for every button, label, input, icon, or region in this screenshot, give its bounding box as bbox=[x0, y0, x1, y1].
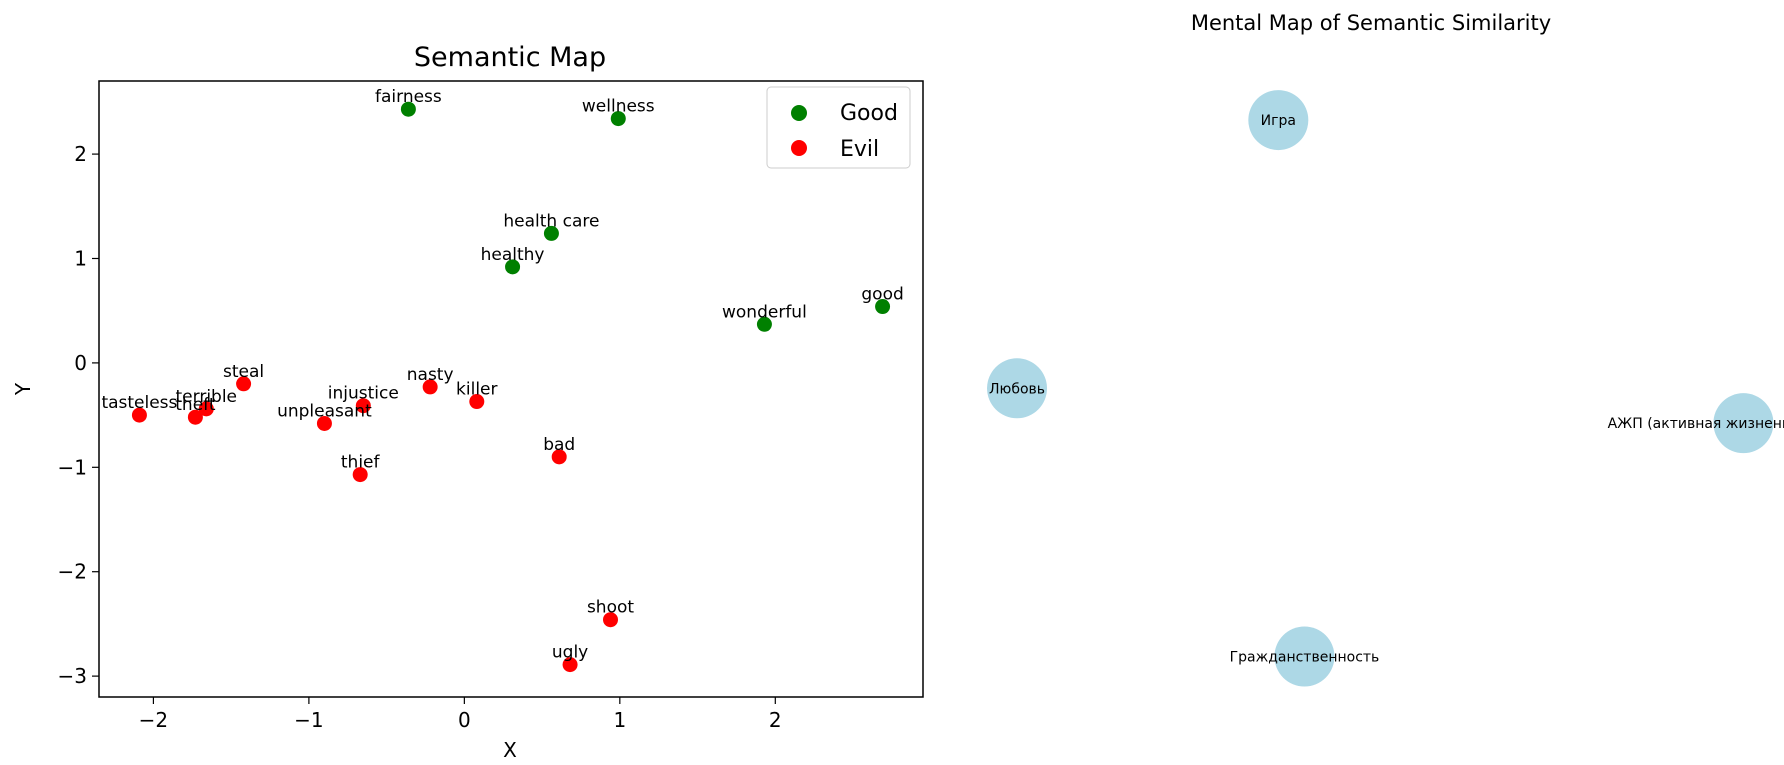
point-label: shoot bbox=[587, 598, 634, 618]
x-tick-label: 2 bbox=[769, 708, 782, 732]
legend: Good Evil bbox=[766, 86, 911, 169]
point-label: theft bbox=[175, 395, 216, 415]
chart-title: Semantic Map bbox=[414, 42, 606, 73]
point-terrible bbox=[198, 401, 214, 417]
network-node: АЖП (активная жизненная позиция) bbox=[1608, 393, 1784, 454]
point-label: healthy bbox=[481, 245, 545, 265]
x-tick-label: −2 bbox=[139, 708, 168, 732]
point-label: unpleasant bbox=[277, 401, 372, 421]
y-axis-label: Y bbox=[11, 382, 35, 396]
x-tick-label: 0 bbox=[458, 708, 471, 732]
point-shoot bbox=[603, 612, 619, 628]
x-tick-label: 1 bbox=[613, 708, 626, 732]
point-label: nasty bbox=[407, 365, 454, 385]
point-injustice bbox=[355, 398, 371, 414]
node-label: Любовь bbox=[989, 381, 1045, 397]
node-circle bbox=[1713, 393, 1774, 454]
point-label: tasteless bbox=[101, 393, 177, 413]
point-ugly bbox=[562, 657, 578, 673]
legend-label-good: Good bbox=[840, 101, 898, 126]
node-label: Игра bbox=[1261, 113, 1296, 129]
point-bad bbox=[551, 449, 567, 465]
point-fairness bbox=[400, 101, 416, 117]
y-tick-label: −1 bbox=[58, 455, 87, 479]
point-label: wellness bbox=[582, 97, 655, 117]
point-label: steal bbox=[223, 362, 264, 382]
y-tick-label: 0 bbox=[74, 351, 87, 375]
point-wonderful bbox=[756, 316, 772, 332]
point-unpleasant bbox=[316, 415, 332, 431]
node-circle bbox=[987, 358, 1048, 419]
point-label: injustice bbox=[328, 384, 399, 404]
legend-marker-good bbox=[791, 105, 807, 121]
network-node: Гражданственность bbox=[1230, 626, 1380, 687]
legend-box bbox=[766, 86, 911, 169]
y-tick-label: 2 bbox=[74, 142, 87, 166]
semantic-map-chart: Semantic Map −2 −1 0 1 2 −3 −2 −1 0 1 2 fairness we… bbox=[11, 42, 924, 762]
point-wellness bbox=[610, 111, 626, 127]
point-label: thief bbox=[341, 453, 381, 473]
point-label: wonderful bbox=[722, 302, 807, 322]
node-circle bbox=[1274, 626, 1335, 687]
point-label: ugly bbox=[552, 643, 588, 663]
point-theft bbox=[187, 409, 203, 425]
point-steal bbox=[236, 376, 252, 392]
network-node: Любовь bbox=[987, 358, 1048, 419]
point-label: killer bbox=[456, 380, 497, 400]
network-nodes: Игра Любовь АЖП (активная жизненная позици… bbox=[987, 90, 1784, 687]
y-tick-label: 1 bbox=[74, 246, 87, 270]
plot-frame bbox=[98, 80, 924, 698]
point-labels: fairness wellness health care healthy good wo… bbox=[101, 87, 903, 662]
mental-map-chart: Mental Map of Semantic Similarity Игра Лю… bbox=[987, 11, 1784, 687]
legend-label-evil: Evil bbox=[840, 137, 879, 162]
x-axis-label: X bbox=[503, 738, 517, 762]
point-good bbox=[875, 299, 891, 315]
network-node: Игра bbox=[1248, 90, 1309, 151]
point-label: fairness bbox=[375, 87, 442, 107]
point-killer bbox=[469, 394, 485, 410]
point-label: health care bbox=[503, 211, 599, 231]
node-circle bbox=[1248, 90, 1309, 151]
point-label: bad bbox=[543, 435, 575, 455]
point-nasty bbox=[422, 379, 438, 395]
x-tick-label: −1 bbox=[294, 708, 323, 732]
axis-ticks: −2 −1 0 1 2 −3 −2 −1 0 1 2 bbox=[58, 142, 782, 732]
point-label: good bbox=[861, 285, 903, 305]
point-thief bbox=[352, 467, 368, 483]
point-healthy bbox=[505, 259, 521, 275]
node-label: АЖП (активная жизненная позиция) bbox=[1608, 416, 1784, 432]
scatter-points bbox=[131, 101, 891, 673]
point-label: terrible bbox=[176, 387, 238, 407]
y-tick-label: −3 bbox=[58, 664, 87, 688]
network-title: Mental Map of Semantic Similarity bbox=[1191, 11, 1551, 35]
legend-marker-evil bbox=[791, 140, 807, 156]
y-tick-label: −2 bbox=[58, 560, 87, 584]
node-label: Гражданственность bbox=[1230, 649, 1380, 665]
point-health-care bbox=[543, 225, 559, 241]
point-tasteless bbox=[131, 407, 147, 423]
